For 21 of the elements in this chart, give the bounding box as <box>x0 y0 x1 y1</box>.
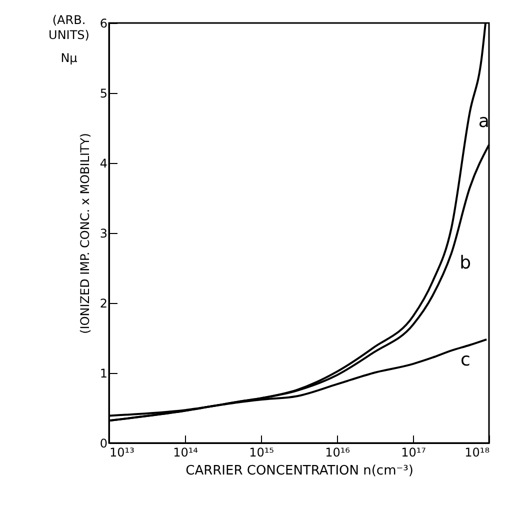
x-tick-label: 10¹⁶ <box>325 446 350 460</box>
y-tick-label: 1 <box>100 366 108 380</box>
series-label: a <box>478 110 490 132</box>
y-tick-label: 6 <box>100 16 108 30</box>
x-axis-title: CARRIER CONCENTRATION n(cm⁻³) <box>186 464 414 478</box>
y-axis-title: (IONIZED IMP. CONC. x MOBILITY) <box>78 133 92 334</box>
text: Nμ <box>60 51 78 65</box>
x-tick-label: 10¹⁵ <box>249 446 274 460</box>
x-tick-label: 10¹³ <box>110 446 135 460</box>
x-tick-label: 10¹⁴ <box>173 446 198 460</box>
y-tick-label: 5 <box>100 86 108 100</box>
text: (ARB. <box>52 13 86 27</box>
x-tick-label: 10¹⁸ <box>464 446 490 460</box>
y-tick-label: 3 <box>100 226 108 240</box>
y-tick-label: 2 <box>100 296 108 310</box>
x-tick-label: 10¹⁷ <box>401 446 426 460</box>
y-tick-label: 4 <box>100 156 108 170</box>
text: UNITS) <box>48 28 90 42</box>
y-tick-label: 0 <box>100 436 108 450</box>
series-label: b <box>460 252 472 274</box>
series-label: c <box>460 350 470 371</box>
